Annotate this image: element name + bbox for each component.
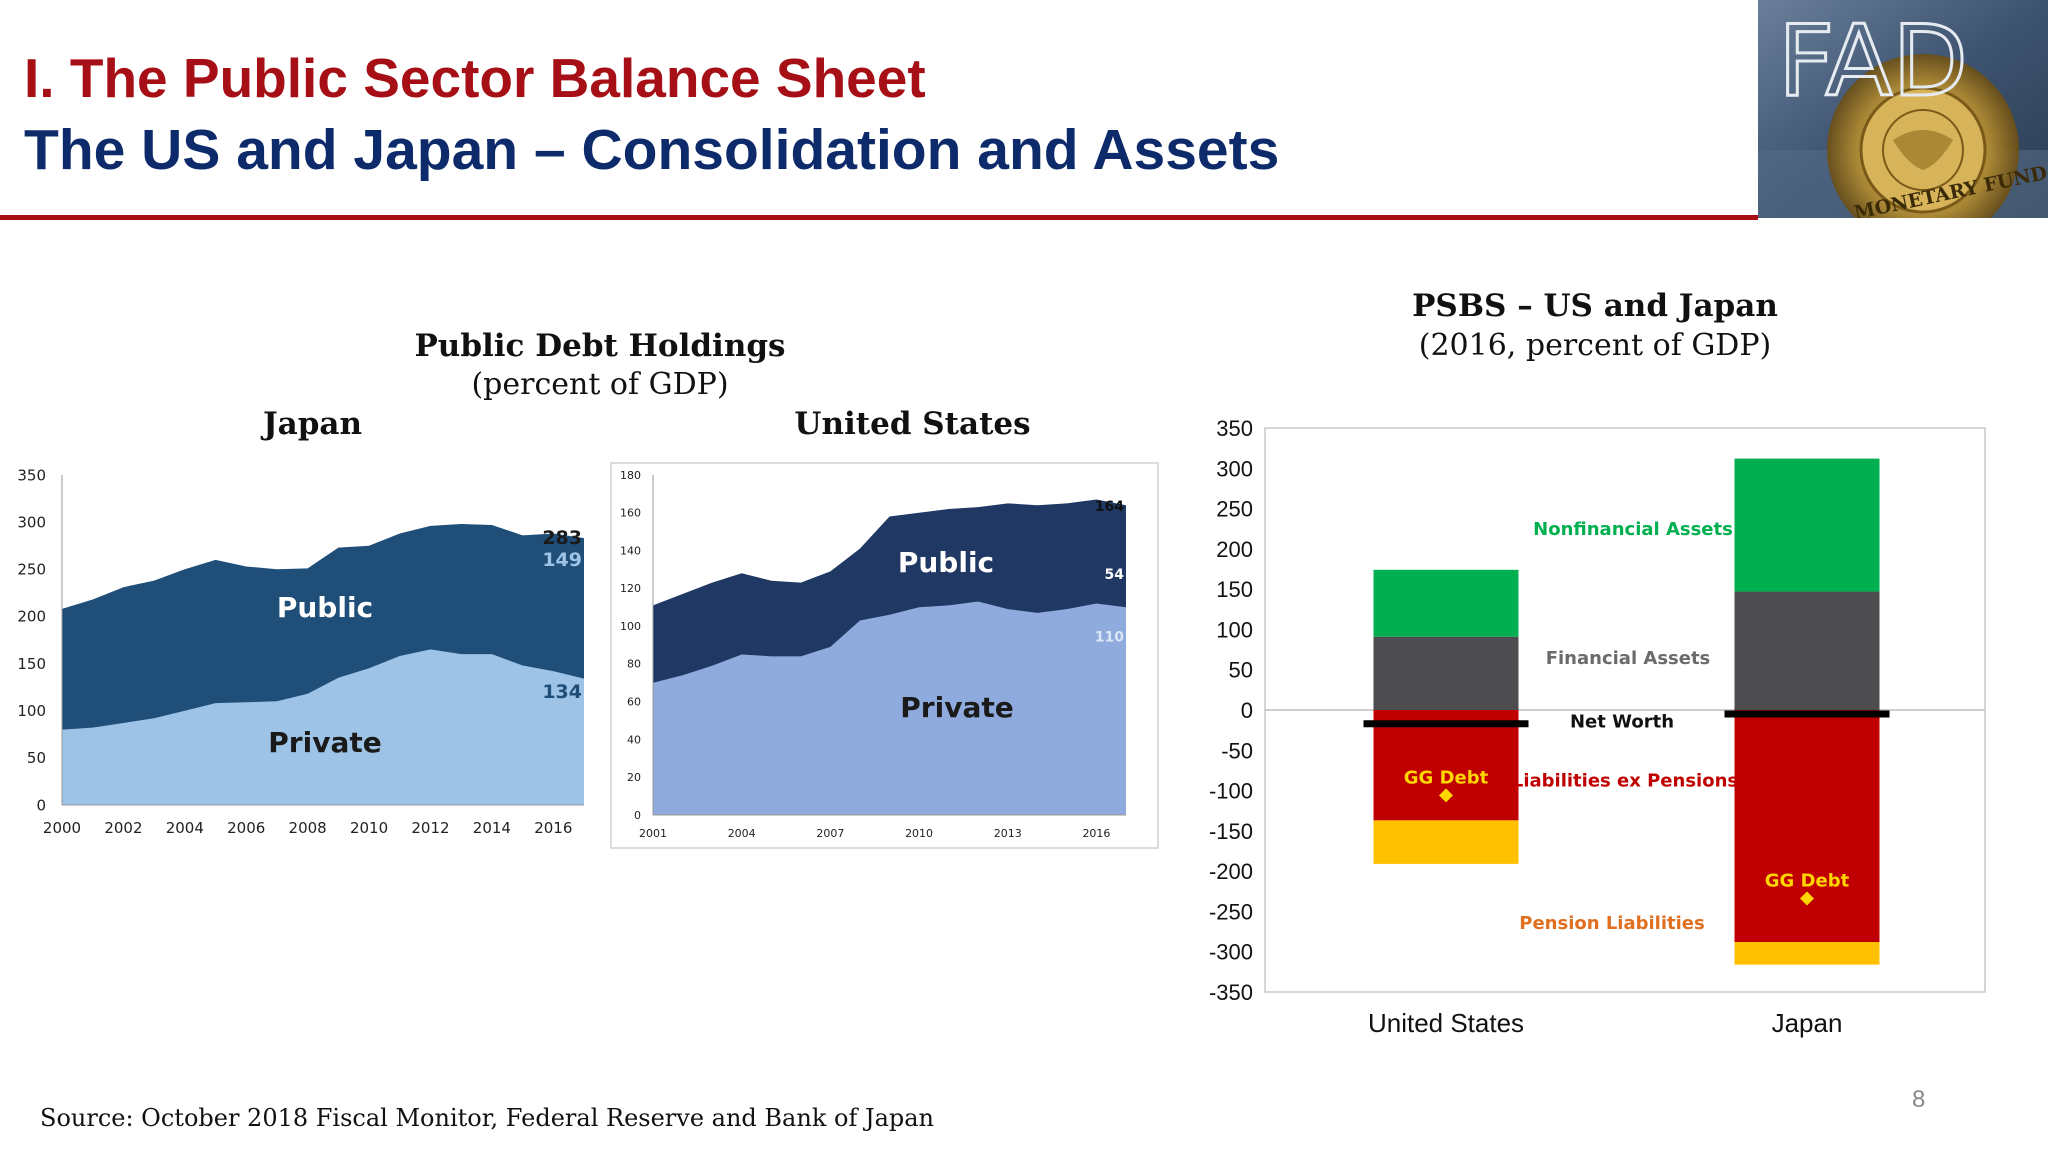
x-tick-label: 2014	[473, 819, 511, 837]
slide-title-line2: The US and Japan – Consolidation and Ass…	[24, 118, 1280, 182]
y-tick-label: 200	[1216, 537, 1253, 562]
y-tick-label: 60	[627, 696, 641, 709]
gg-debt-marker	[1439, 788, 1453, 803]
y-tick-label: 300	[1216, 456, 1253, 481]
y-tick-label: -100	[1209, 779, 1253, 804]
private-area-label: Private	[268, 726, 381, 759]
y-tick-label: 350	[1216, 416, 1253, 441]
series-label: Pension Liabilities	[1519, 913, 1704, 934]
y-tick-label: 250	[1216, 497, 1253, 522]
nonfinancial-assets-bar	[1373, 569, 1519, 637]
pension-liabilities-bar	[1734, 942, 1880, 965]
private-area	[653, 601, 1126, 815]
y-tick-label: -250	[1209, 899, 1253, 924]
header-divider	[0, 215, 1758, 220]
x-tick-label: 2016	[1082, 827, 1110, 840]
x-tick-label: 2016	[534, 819, 572, 837]
x-tick-label: 2013	[994, 827, 1022, 840]
x-tick-label: 2010	[350, 819, 388, 837]
end-value-label: 110	[1095, 630, 1124, 646]
gg-debt-marker	[1800, 891, 1814, 906]
y-tick-label: -350	[1209, 980, 1253, 1005]
y-tick-label: -150	[1209, 819, 1253, 844]
pension-liabilities-bar	[1373, 820, 1519, 864]
y-tick-label: 100	[17, 702, 46, 720]
end-value-label: 164	[1095, 499, 1124, 515]
y-tick-label: 150	[17, 655, 46, 673]
us-chart-title: United States	[794, 406, 1031, 442]
x-tick-label: 2010	[905, 827, 933, 840]
y-tick-label: 40	[627, 733, 641, 746]
japan-chart-title: Japan	[262, 406, 363, 442]
x-tick-label: 2001	[639, 827, 667, 840]
y-tick-label: 100	[620, 620, 641, 633]
y-tick-label: 160	[620, 507, 641, 520]
fad-logo: FAD MONETARY FUND	[1758, 0, 2048, 246]
gg-debt-label: GG Debt	[1765, 871, 1850, 892]
y-tick-label: -50	[1221, 738, 1253, 763]
right-section-title: PSBS – US and Japan	[1412, 288, 1778, 324]
y-tick-label: 120	[620, 582, 641, 595]
fad-logo-text: FAD	[1778, 5, 1968, 119]
psbs-stacked-bar-chart: -350 -300 -250 -200 -150 -100 -50 0 50 100 150 200 2…	[1209, 416, 1986, 1038]
gg-debt-label: GG Debt	[1404, 767, 1489, 788]
financial-assets-bar	[1734, 591, 1880, 710]
y-tick-label: -200	[1209, 859, 1253, 884]
series-label: Net Worth	[1570, 712, 1674, 733]
slide-title-line1: I. The Public Sector Balance Sheet	[24, 47, 926, 109]
x-tick-label: 2004	[728, 827, 756, 840]
series-label: Nonfinancial Assets	[1533, 519, 1733, 540]
y-tick-label: 100	[1216, 617, 1253, 642]
x-tick-label: 2004	[166, 819, 204, 837]
liabilities-ex-pensions-bar	[1734, 710, 1880, 943]
financial-assets-bar	[1373, 636, 1519, 710]
nonfinancial-assets-bar	[1734, 458, 1880, 592]
y-tick-label: 50	[27, 749, 46, 767]
x-category-label: Japan	[1772, 1008, 1843, 1038]
series-label: Liabilities ex Pensions	[1512, 771, 1738, 792]
x-tick-label: 2007	[816, 827, 844, 840]
y-tick-label: 350	[17, 466, 46, 484]
y-tick-label: 140	[620, 544, 641, 557]
end-value-label: 54	[1105, 567, 1125, 583]
y-tick-label: 180	[620, 469, 641, 482]
public-area-label: Public	[277, 591, 373, 624]
y-tick-label: 150	[1216, 577, 1253, 602]
private-area-label: Private	[900, 691, 1013, 724]
right-section-subtitle: (2016, percent of GDP)	[1418, 328, 1772, 363]
us-area-chart: 0 20 40 60 80 100 120 140 160 180 2001 2004 2007 2010…	[610, 462, 1159, 849]
x-category-label: United States	[1368, 1008, 1524, 1038]
left-section-subtitle: (percent of GDP)	[471, 367, 729, 402]
x-tick-label: 2000	[43, 819, 81, 837]
y-tick-label: 50	[1229, 658, 1253, 683]
end-value-label: 134	[542, 681, 582, 703]
y-tick-label: 0	[1241, 698, 1253, 723]
x-tick-label: 2002	[104, 819, 142, 837]
x-tick-label: 2006	[227, 819, 265, 837]
y-tick-label: 300	[17, 513, 46, 531]
end-value-label: 149	[542, 549, 582, 571]
y-tick-label: -300	[1209, 940, 1253, 965]
japan-area-chart: 0 50 100 150 200 250 300 350 2000 2002 2004 2006 200…	[17, 466, 584, 837]
private-area	[62, 649, 584, 805]
y-tick-label: 80	[627, 658, 641, 671]
y-tick-label: 200	[17, 608, 46, 626]
y-tick-label: 0	[634, 809, 641, 822]
end-value-label: 283	[542, 527, 582, 549]
y-tick-label: 250	[17, 561, 46, 579]
left-section-title: Public Debt Holdings	[414, 328, 786, 364]
x-tick-label: 2008	[289, 819, 327, 837]
source-note: Source: October 2018 Fiscal Monitor, Fed…	[40, 1104, 935, 1132]
series-label: Financial Assets	[1546, 648, 1711, 669]
page-number: 8	[1912, 1086, 1926, 1113]
y-tick-label: 20	[627, 771, 641, 784]
y-tick-label: 0	[36, 796, 46, 814]
x-tick-label: 2012	[411, 819, 449, 837]
public-area-label: Public	[898, 546, 994, 579]
